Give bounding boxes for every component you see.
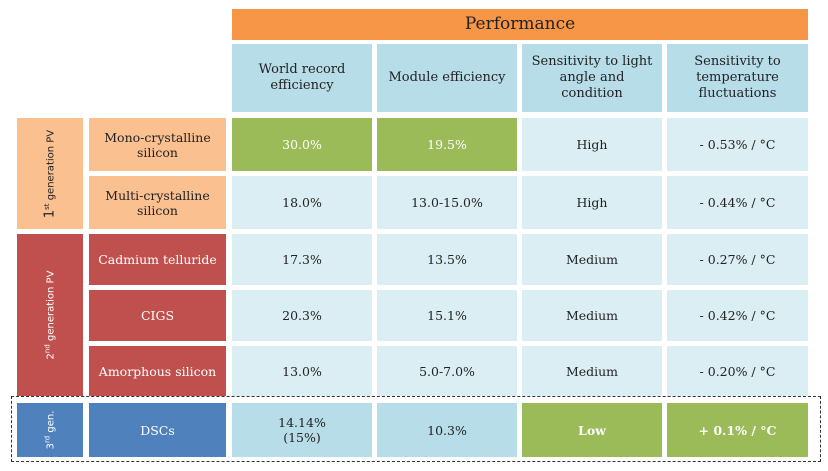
cell-temperature: + 0.1% / °C xyxy=(667,403,808,457)
cell-module: 13.0-15.0% xyxy=(377,176,517,229)
cell-world-record: 20.3% xyxy=(232,290,372,341)
generation-2-label: 2nd generation PV xyxy=(17,234,83,396)
generation-3-label: 3rd gen. xyxy=(17,403,83,457)
column-header-light: Sensitivity to light angle and condition xyxy=(522,44,662,112)
cell-module: 19.5% xyxy=(377,118,517,171)
technology-multi-crystalline: Multi-crystalline silicon xyxy=(89,176,226,229)
cell-module: 10.3% xyxy=(377,403,517,457)
cell-module: 15.1% xyxy=(377,290,517,341)
cell-world-record: 17.3% xyxy=(232,234,372,285)
cell-temperature: - 0.20% / °C xyxy=(667,346,808,396)
cell-light: Low xyxy=(522,403,662,457)
technology-cadmium-telluride: Cadmium telluride xyxy=(89,234,226,285)
performance-header: Performance xyxy=(232,9,808,40)
cell-light: Medium xyxy=(522,290,662,341)
cell-temperature: - 0.53% / °C xyxy=(667,118,808,171)
cell-light: High xyxy=(522,176,662,229)
generation-1-label: 1st generation PV xyxy=(17,118,83,229)
cell-module: 13.5% xyxy=(377,234,517,285)
cell-world-record: 30.0% xyxy=(232,118,372,171)
column-header-world-record: World record efficiency xyxy=(232,44,372,112)
cell-temperature: - 0.27% / °C xyxy=(667,234,808,285)
technology-dscs: DSCs xyxy=(89,403,226,457)
technology-amorphous-silicon: Amorphous silicon xyxy=(89,346,226,396)
column-header-module: Module efficiency xyxy=(377,44,517,112)
technology-mono-crystalline: Mono-crystalline silicon xyxy=(89,118,226,171)
cell-temperature: - 0.44% / °C xyxy=(667,176,808,229)
cell-light: Medium xyxy=(522,234,662,285)
cell-world-record: 14.14% (15%) xyxy=(232,403,372,457)
cell-temperature: - 0.42% / °C xyxy=(667,290,808,341)
cell-module: 5.0-7.0% xyxy=(377,346,517,396)
cell-world-record: 18.0% xyxy=(232,176,372,229)
third-generation-highlight-border xyxy=(11,396,821,462)
technology-cigs: CIGS xyxy=(89,290,226,341)
cell-light: Medium xyxy=(522,346,662,396)
cell-light: High xyxy=(522,118,662,171)
cell-world-record: 13.0% xyxy=(232,346,372,396)
column-header-temperature: Sensitivity to temperature fluctuations xyxy=(667,44,808,112)
